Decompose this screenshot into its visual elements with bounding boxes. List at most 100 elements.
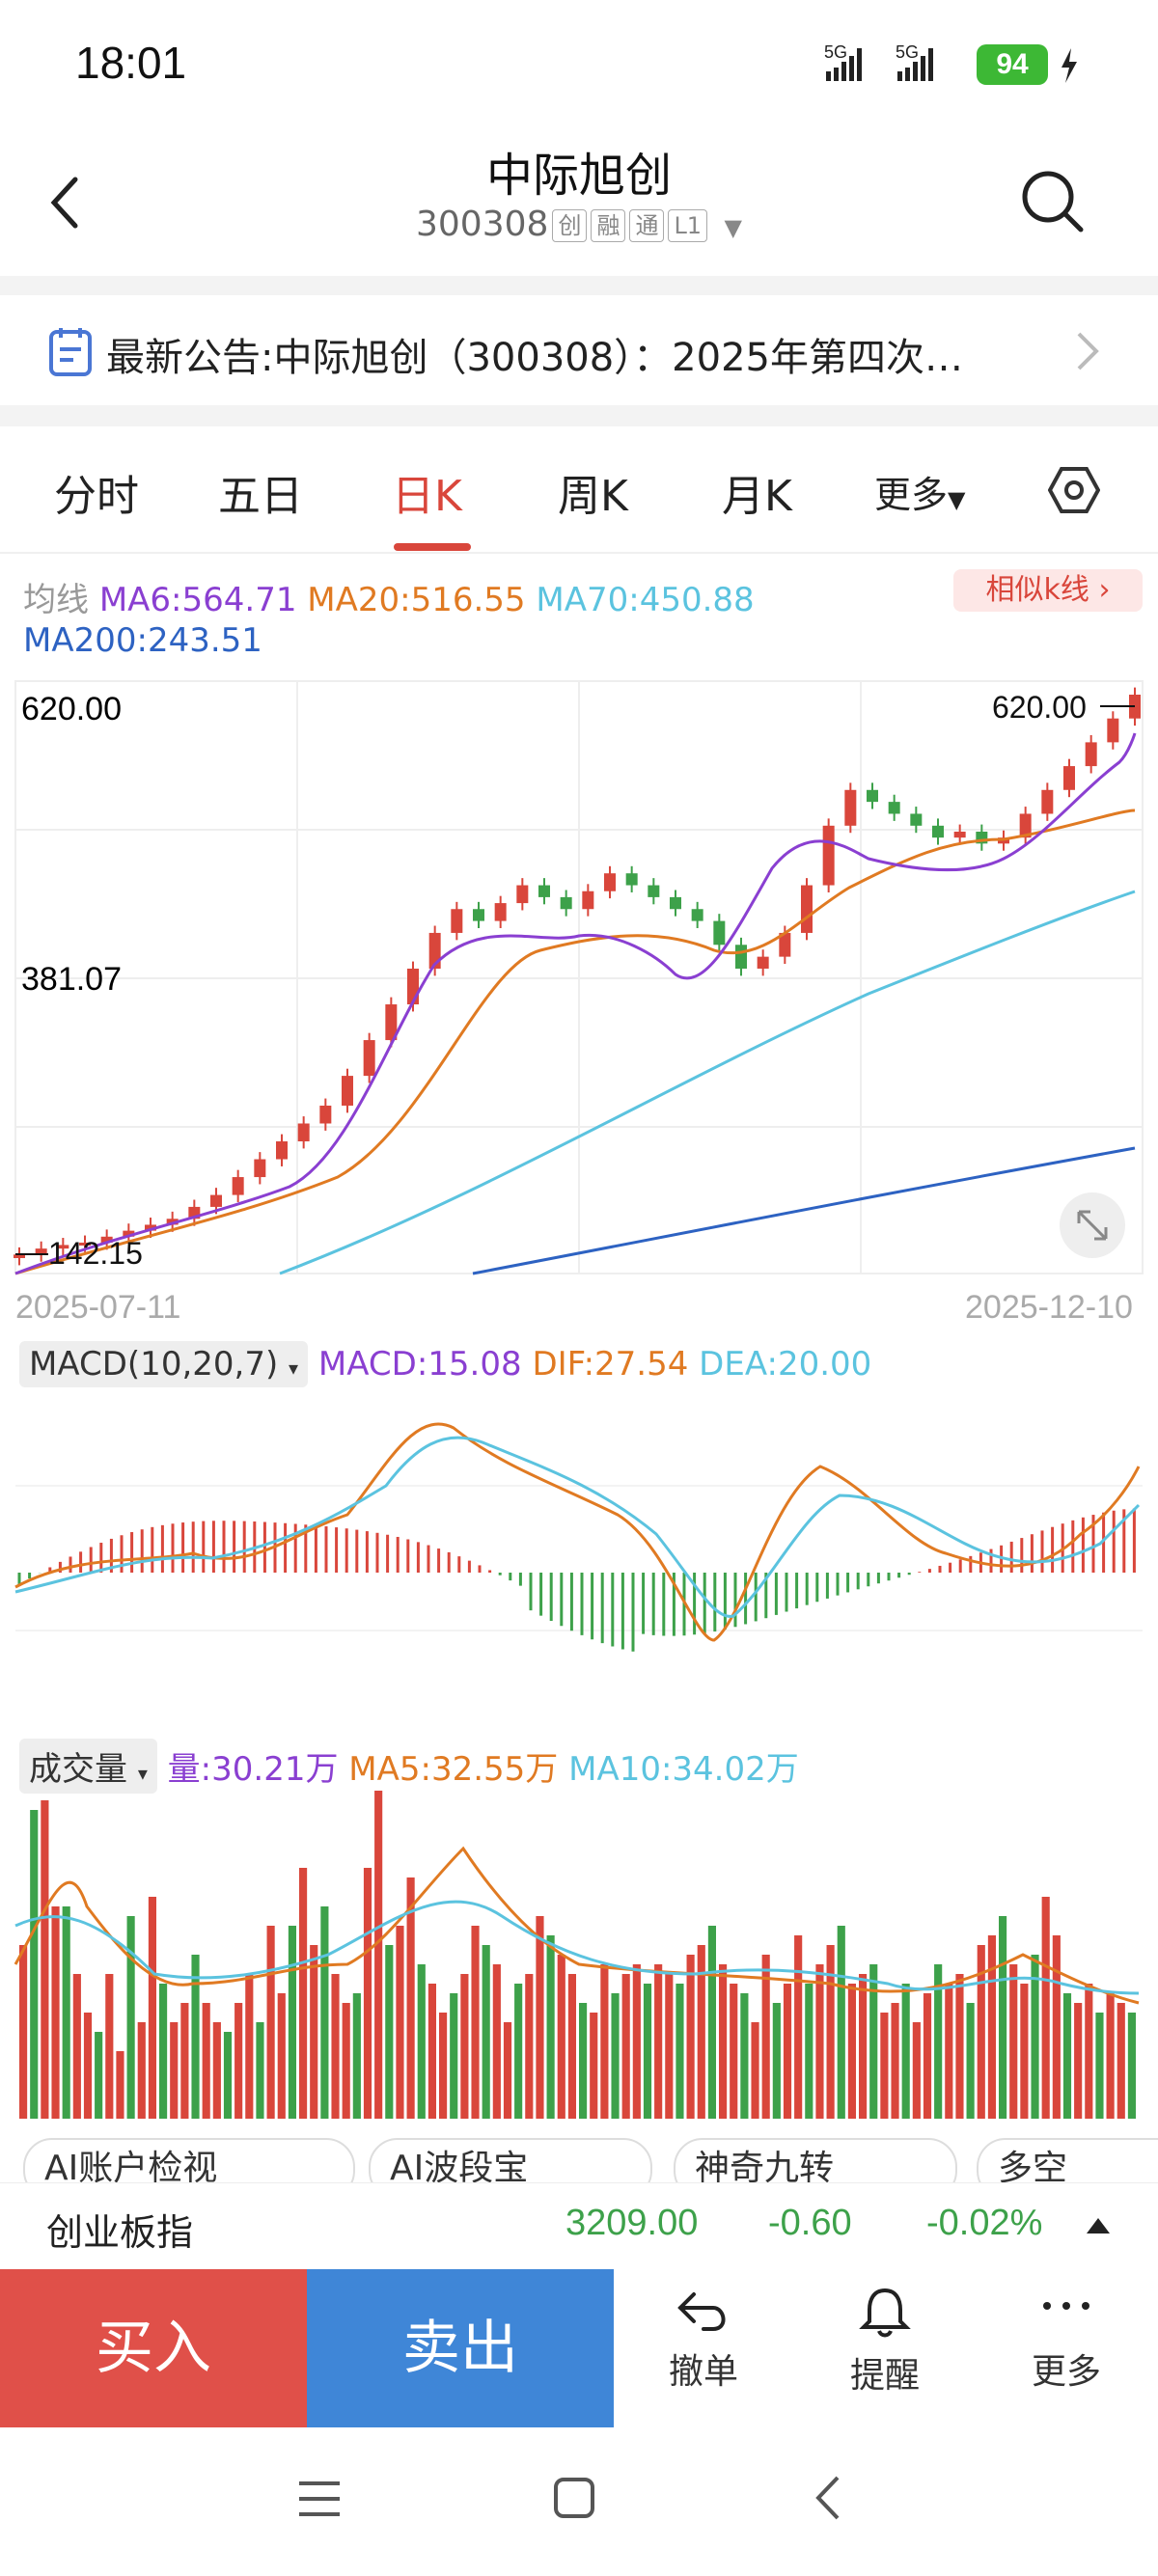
volume-bar xyxy=(557,1955,565,2119)
volume-bar xyxy=(212,2022,221,2119)
macd-chart[interactable] xyxy=(0,1389,1158,1727)
notice-icon xyxy=(49,328,92,376)
volume-bar xyxy=(72,1974,81,2119)
volume-bar xyxy=(245,1974,254,2119)
index-pct: -0.02% xyxy=(926,2203,1043,2243)
back-icon[interactable] xyxy=(46,174,85,232)
candle xyxy=(516,885,529,904)
volume-bar xyxy=(202,2003,210,2119)
expand-up-icon[interactable] xyxy=(1085,2214,1112,2235)
macd-value: MACD:15.08 xyxy=(317,1345,522,1384)
tab-intraday[interactable]: 分时 xyxy=(54,472,139,521)
candle xyxy=(932,825,944,838)
tab-daily-k[interactable]: 日K xyxy=(392,472,462,521)
volume-bar xyxy=(815,1964,824,2119)
dropdown-icon[interactable]: ▼ xyxy=(724,214,742,241)
volume-bar xyxy=(697,1945,705,2119)
search-icon[interactable] xyxy=(1019,168,1087,235)
candle xyxy=(363,1040,375,1077)
ma-legend: 均线 MA6:564.71 MA20:516.55 MA70:450.88 xyxy=(23,573,755,620)
stock-code-row[interactable]: 300308 创融通 L1 ▼ xyxy=(0,205,1158,244)
date-start: 2025-07-11 xyxy=(15,1289,181,1326)
volume-bar xyxy=(427,1984,436,2119)
candle xyxy=(560,896,572,910)
candle xyxy=(297,1123,310,1142)
volume-bar xyxy=(676,1984,684,2119)
volume-selector[interactable]: 成交量 ▾ xyxy=(19,1739,157,1794)
volume-bar xyxy=(320,1906,329,2119)
tab-weekly-k[interactable]: 周K xyxy=(558,472,628,521)
volume-chart[interactable] xyxy=(0,1791,1158,2124)
ma-label: 均线 xyxy=(23,581,89,619)
tab-five-day[interactable]: 五日 xyxy=(218,472,303,521)
announcement-bar[interactable] xyxy=(0,295,1158,401)
sell-button[interactable]: 卖出 xyxy=(307,2269,614,2427)
alert-button[interactable]: 提醒 xyxy=(813,2287,957,2398)
k-line-chart[interactable]: 620.00 381.07 620.00 142.15 xyxy=(0,675,1158,1283)
tab-more[interactable]: 更多▼ xyxy=(874,474,966,516)
candle xyxy=(232,1177,244,1195)
volume-bar xyxy=(772,2003,781,2119)
volume-bar xyxy=(439,2013,448,2119)
volume-bar xyxy=(342,2003,350,2119)
volume-bar xyxy=(83,2013,93,2119)
volume-bar xyxy=(148,1897,156,2119)
settings-icon[interactable] xyxy=(1048,465,1100,515)
candle xyxy=(1085,742,1097,767)
volume-bar xyxy=(783,1984,792,2119)
chevron-right-icon[interactable] xyxy=(1075,330,1100,372)
cancel-order-button[interactable]: 撤单 xyxy=(631,2287,776,2394)
volume-bar xyxy=(719,1964,728,2119)
system-nav-bar xyxy=(0,2427,1158,2576)
volume-bar xyxy=(277,1993,286,2119)
volume-bar xyxy=(191,1955,200,2119)
candle xyxy=(473,909,484,921)
macd-selector[interactable]: MACD(10,20,7) ▾ xyxy=(19,1341,309,1387)
vol-ma5-value: MA5:32.55万 xyxy=(348,1750,559,1789)
candle xyxy=(735,945,747,969)
volume-bar xyxy=(805,1984,813,2119)
candle xyxy=(1063,766,1075,790)
candle xyxy=(319,1105,332,1124)
candle xyxy=(953,831,966,838)
candle xyxy=(57,1245,69,1249)
volume-bar xyxy=(600,1964,609,2119)
buy-button[interactable]: 买入 xyxy=(0,2269,307,2427)
back-nav-icon[interactable] xyxy=(813,2474,841,2522)
volume-bar xyxy=(492,1964,501,2119)
volume-bar xyxy=(987,1935,996,2119)
undo-icon xyxy=(677,2292,726,2331)
volume-bar xyxy=(159,1984,168,2119)
index-ticker[interactable]: 创业板指 3209.00 -0.60 -0.02% xyxy=(0,2182,1158,2270)
announcement-text[interactable]: 最新公告:中际旭创（300308）：2025年第四次… xyxy=(106,336,963,380)
ma70-value: MA70:450.88 xyxy=(536,581,755,619)
ma20-line xyxy=(14,808,1136,1275)
volume-bar xyxy=(966,2003,975,2119)
menu-icon[interactable] xyxy=(295,2478,344,2520)
tag-tong: 通 xyxy=(629,209,665,242)
divider xyxy=(0,276,1158,295)
similar-k-button[interactable]: 相似k线 › xyxy=(953,569,1143,612)
more-dots-icon xyxy=(1043,2302,1089,2310)
home-icon[interactable] xyxy=(552,2476,596,2520)
volume-bar xyxy=(299,1868,308,2119)
volume-bar xyxy=(482,1945,490,2119)
volume-bar xyxy=(1095,2013,1104,2119)
volume-bar xyxy=(51,1906,60,2119)
candle xyxy=(604,873,616,891)
volume-bar xyxy=(95,2032,103,2119)
active-tab-indicator xyxy=(394,543,471,551)
volume-bar xyxy=(374,1791,383,2119)
divider xyxy=(0,405,1158,426)
tag-chuang: 创 xyxy=(552,209,588,242)
volume-bar xyxy=(912,2022,921,2119)
volume-bar xyxy=(611,1993,620,2119)
volume-bar xyxy=(1020,1984,1029,2119)
volume-bar xyxy=(665,1974,674,2119)
tab-monthly-k[interactable]: 月K xyxy=(722,472,792,521)
volume-legend: 成交量 ▾ 量:30.21万 MA5:32.55万 MA10:34.02万 xyxy=(19,1739,799,1794)
candle xyxy=(342,1076,353,1106)
index-name: 创业板指 xyxy=(46,2211,194,2254)
dif-value: DIF:27.54 xyxy=(532,1345,689,1384)
more-button[interactable]: 更多 xyxy=(994,2287,1139,2394)
